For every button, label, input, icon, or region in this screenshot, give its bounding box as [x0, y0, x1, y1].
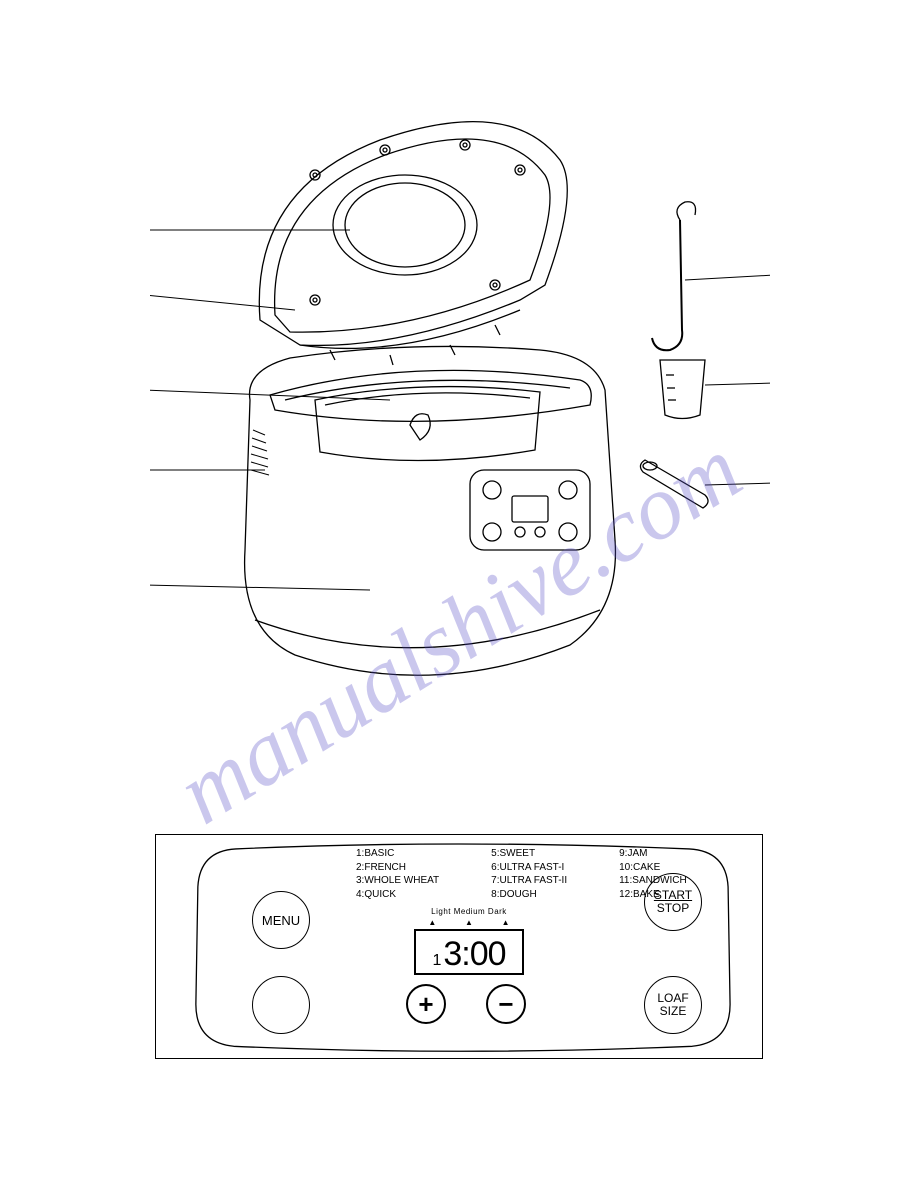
time-plus-button[interactable]: + — [406, 984, 446, 1024]
program-item: 9:JAM — [619, 847, 687, 861]
measuring-cup — [660, 360, 705, 419]
measuring-spoon — [640, 460, 708, 508]
program-item: 1:BASIC — [356, 847, 439, 861]
leader-lines-left — [150, 230, 390, 590]
loaf-size-button[interactable]: LOAF SIZE — [644, 976, 702, 1034]
menu-button[interactable]: MENU — [252, 891, 310, 949]
program-list: 1:BASIC 2:FRENCH 3:WHOLE WHEAT 4:QUICK 5… — [356, 847, 687, 901]
lcd-display: Light Medium Dark ▲▲▲ 1 3:00 — [414, 907, 524, 975]
start-stop-button[interactable]: START STOP — [644, 873, 702, 931]
menu-button-label: MENU — [262, 913, 300, 928]
front-control-panel — [470, 470, 590, 550]
program-item: 6:ULTRA FAST-I — [491, 861, 567, 875]
programs-col-2: 5:SWEET 6:ULTRA FAST-I 7:ULTRA FAST-II 8… — [491, 847, 567, 901]
program-item: 5:SWEET — [491, 847, 567, 861]
lcd-screen: 1 3:00 — [414, 929, 524, 975]
body — [245, 346, 616, 675]
program-item: 4:QUICK — [356, 888, 439, 902]
lcd-program-number: 1 — [432, 952, 441, 970]
crust-labels: Light Medium Dark — [414, 907, 524, 916]
lcd-time: 3:00 — [443, 935, 505, 974]
program-item: 7:ULTRA FAST-II — [491, 874, 567, 888]
product-diagram — [150, 100, 770, 720]
minus-label: − — [498, 989, 513, 1020]
stop-label: STOP — [657, 902, 689, 915]
program-item: 3:WHOLE WHEAT — [356, 874, 439, 888]
loaf-size-label: LOAF SIZE — [657, 992, 688, 1018]
color-button[interactable] — [252, 976, 310, 1034]
plus-label: + — [418, 989, 433, 1020]
lid — [259, 122, 567, 365]
program-item: 2:FRENCH — [356, 861, 439, 875]
manual-page: 1:BASIC 2:FRENCH 3:WHOLE WHEAT 4:QUICK 5… — [0, 0, 918, 1188]
control-panel-detail: 1:BASIC 2:FRENCH 3:WHOLE WHEAT 4:QUICK 5… — [155, 834, 763, 1059]
crust-markers: ▲▲▲ — [414, 918, 524, 927]
leader-lines-right — [685, 275, 770, 485]
programs-col-1: 1:BASIC 2:FRENCH 3:WHOLE WHEAT 4:QUICK — [356, 847, 439, 901]
time-minus-button[interactable]: − — [486, 984, 526, 1024]
program-item: 8:DOUGH — [491, 888, 567, 902]
program-item: 10:CAKE — [619, 861, 687, 875]
hook-accessory — [652, 202, 696, 350]
